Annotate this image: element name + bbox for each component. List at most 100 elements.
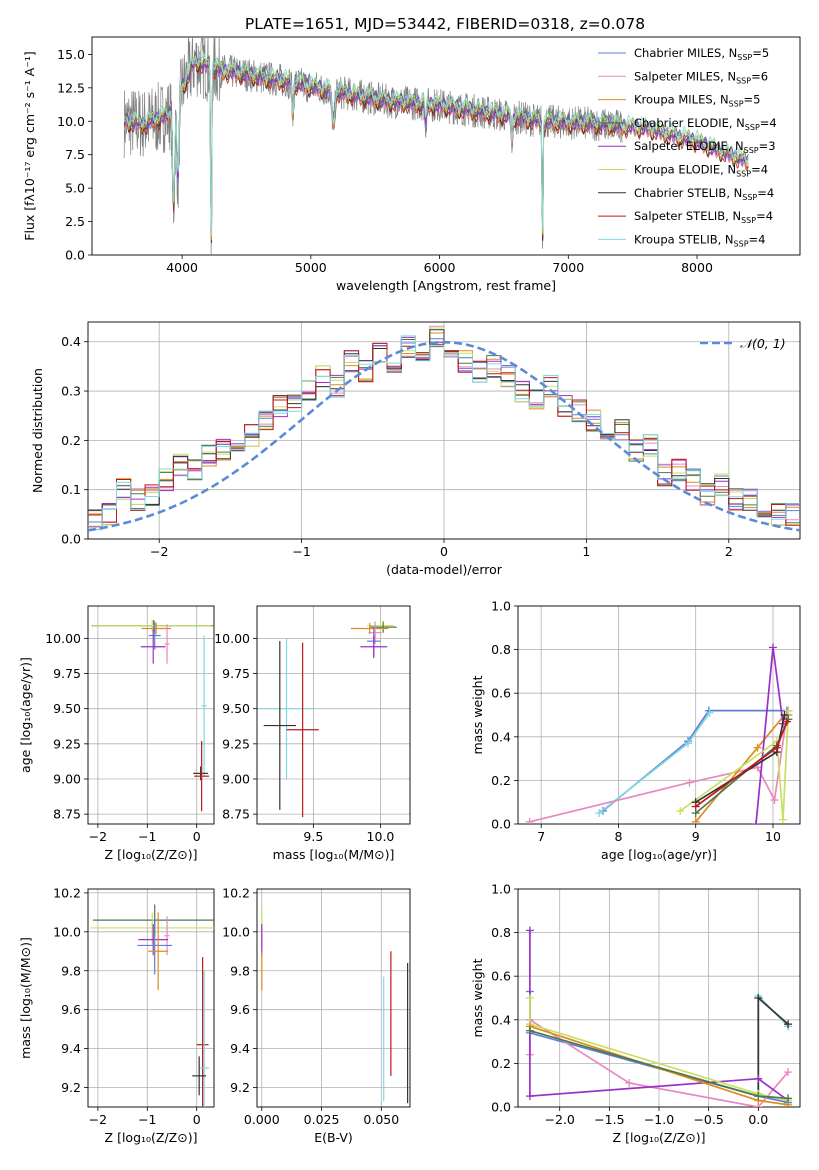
y-tick-label: 9.00 xyxy=(53,771,81,786)
x-axis-label: mass [log₁₀(M/M⊙)] xyxy=(273,847,395,862)
weight-point-marker xyxy=(768,643,777,652)
x-axis-label: Z [log₁₀(Z/Z⊙)] xyxy=(105,1130,198,1145)
weight-point-marker xyxy=(525,817,534,824)
weight-point-marker xyxy=(525,994,534,1002)
y-tick-label: 0.0 xyxy=(491,1100,511,1115)
normal-distribution-curve xyxy=(88,340,800,532)
weight-point-marker xyxy=(782,717,791,726)
y-tick-label: 2.5 xyxy=(65,214,85,229)
y-tick-label: 9.8 xyxy=(230,963,250,978)
weight-point-marker xyxy=(685,778,694,787)
x-tick-label: 0.025 xyxy=(304,1112,340,1127)
y-tick-label: 0.6 xyxy=(491,969,511,984)
errorbar-point xyxy=(140,629,166,664)
errorbar-point xyxy=(199,970,210,1107)
y-tick-label: 0.8 xyxy=(491,925,511,940)
y-tick-label: 0.4 xyxy=(491,729,511,744)
y-tick-label: 9.4 xyxy=(230,1041,250,1056)
errorbar-point xyxy=(259,638,314,779)
x-tick-label: 9.5 xyxy=(303,829,323,844)
weight-point-marker xyxy=(751,820,760,824)
x-tick-label: 0 xyxy=(193,1112,201,1127)
errorbar-point xyxy=(286,642,319,817)
axes-frame xyxy=(91,36,801,256)
y-tick-label: 9.2 xyxy=(230,1080,250,1095)
spectrum-legend: Chabrier MILES, NSSP=5 Salpeter MILES, NS… xyxy=(598,46,777,248)
y-tick-label: 9.25 xyxy=(53,736,81,751)
y-tick-label: 0.0 xyxy=(61,532,81,547)
x-tick-label: −1 xyxy=(138,829,156,844)
legend-label: Kroupa ELODIE, NSSP=4 xyxy=(634,163,768,179)
errorbar-point xyxy=(194,741,210,812)
age-vs-Z-panel: −2 −1 0 8.75 9.00 9.25 9.50 9.75 10.00 Z [log₁₀(Z… xyxy=(18,605,215,862)
y-axis-label: mass weight xyxy=(470,958,485,1037)
x-axis-label: (data-model)/error xyxy=(386,562,503,577)
y-tick-label: 9.75 xyxy=(53,666,81,681)
errorbar-point xyxy=(141,622,172,635)
weight-series-line xyxy=(757,996,789,1094)
x-tick-label: −2 xyxy=(89,1112,107,1127)
errorbar-point xyxy=(368,621,382,644)
weight-series-line xyxy=(598,712,711,814)
x-tick-label: 0.050 xyxy=(363,1112,399,1127)
y-tick-label: 9.25 xyxy=(222,736,250,751)
residuals-legend: 𝒩(0, 1) xyxy=(700,336,786,351)
legend-label: Salpeter ELODIE, NSSP=3 xyxy=(634,139,776,155)
y-tick-label: 0.4 xyxy=(491,1012,511,1027)
x-tick-label: 10 xyxy=(765,829,781,844)
x-axis-label: Z [log₁₀(Z/Z⊙)] xyxy=(105,847,198,862)
x-tick-label: −2 xyxy=(150,544,168,559)
axes-frame xyxy=(87,888,215,1108)
figure-title: PLATE=1651, MJD=53442, FIBERID=0318, z=0… xyxy=(245,15,645,33)
weight-point-marker xyxy=(784,1094,793,1103)
legend-label: Salpeter MILES, NSSP=6 xyxy=(634,69,768,85)
spectrum-panel: 4000 5000 6000 7000 8000 0.0 2.5 5.0 7.5 10.0 12.5… xyxy=(22,36,801,293)
x-tick-label: 10.0 xyxy=(367,829,395,844)
y-tick-label: 9.00 xyxy=(222,771,250,786)
errorbar-point xyxy=(367,620,394,632)
errorbar-point xyxy=(201,635,207,777)
weight-point-marker xyxy=(780,711,789,719)
y-axis-label: mass [log₁₀(M/M⊙)] xyxy=(18,937,33,1059)
model-spectrum-line xyxy=(123,52,749,235)
weight-point-marker xyxy=(772,743,781,752)
y-axis-label: age [log₁₀(age/yr)] xyxy=(18,657,33,773)
y-tick-label: 10.00 xyxy=(45,631,81,646)
y-tick-label: 9.4 xyxy=(61,1041,81,1056)
weight-point-marker xyxy=(705,708,714,717)
errorbar-point xyxy=(90,912,214,944)
y-tick-label: 10.2 xyxy=(53,885,81,900)
y-tick-label: 0.2 xyxy=(61,433,81,448)
histogram-step-line xyxy=(88,335,800,531)
x-tick-label: 7000 xyxy=(552,260,584,275)
x-tick-label: 9 xyxy=(692,829,700,844)
x-tick-label: 7 xyxy=(537,829,545,844)
axes-frame xyxy=(87,605,215,825)
y-tick-label: 0.2 xyxy=(491,773,511,788)
age-vs-mass-panel: 9.5 10.0 8.75 9.00 9.25 9.50 9.75 10.00 mass [lo… xyxy=(214,605,411,862)
errorbar-point xyxy=(196,957,209,1107)
axes-frame xyxy=(87,321,801,540)
legend-label: 𝒩(0, 1) xyxy=(740,336,786,351)
weight-vs-age-panel: 7 8 9 10 0.0 0.2 0.4 0.6 0.8 1.0 age [log₁₀(age/yr… xyxy=(470,599,801,862)
errorbar-plot-area xyxy=(91,620,214,812)
errorbar-plot-area xyxy=(261,908,409,1104)
y-axis-label: mass weight xyxy=(470,675,485,754)
errorbar-point xyxy=(138,924,169,956)
x-tick-label: 8000 xyxy=(681,260,713,275)
axes-frame xyxy=(517,888,801,1108)
y-axis-label: Flux [fλ10⁻¹⁷ erg cm⁻² s⁻¹ A⁻¹] xyxy=(22,51,37,240)
x-axis-label: Z [log₁₀(Z/Z⊙)] xyxy=(613,1130,706,1145)
observed-spectrum-line xyxy=(123,37,623,255)
x-tick-label: −1.5 xyxy=(594,1112,624,1127)
legend-label: Chabrier ELODIE, NSSP=4 xyxy=(634,116,777,132)
y-tick-label: 9.8 xyxy=(61,963,81,978)
y-tick-label: 15.0 xyxy=(57,47,85,62)
x-axis-label: wavelength [Angstrom, rest frame] xyxy=(336,278,556,293)
y-tick-label: 1.0 xyxy=(491,882,511,897)
axes-frame xyxy=(256,888,411,1108)
weight-plot-area xyxy=(525,643,793,824)
x-tick-label: 4000 xyxy=(166,260,198,275)
x-tick-label: 6000 xyxy=(424,260,456,275)
